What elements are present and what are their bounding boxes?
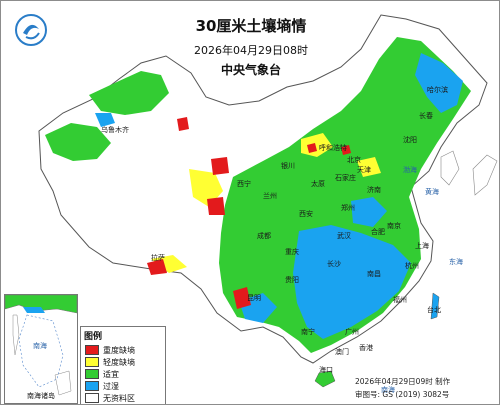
region-wet-south [293, 225, 411, 339]
city-label: 广州 [345, 328, 359, 336]
legend-swatch [85, 393, 99, 403]
city-label: 郑州 [341, 204, 355, 212]
city-label: 武汉 [337, 232, 351, 240]
map-legend: 图例 重度缺墒 轻度缺墒 适宜 过湿 无资料区 [80, 326, 166, 404]
city-label: 北京 [347, 156, 361, 164]
legend-item-severe: 重度缺墒 [85, 344, 165, 356]
cma-logo-icon [14, 13, 48, 47]
city-label: 福州 [393, 296, 407, 304]
legend-item-wet: 过湿 [85, 380, 165, 392]
korea-outline [440, 150, 460, 186]
map-title: 30厘米土壤墒情 [195, 17, 307, 35]
city-label: 太原 [311, 180, 325, 188]
inset-sea-label: 南海 [33, 342, 47, 350]
city-label: 拉萨 [151, 254, 165, 262]
city-label: 长沙 [327, 260, 341, 268]
legend-swatch [85, 369, 99, 379]
city-label: 上海 [415, 242, 429, 250]
region-severe-dry-7 [307, 143, 317, 153]
footer-made: 2026年04月29日09时 制作 [355, 377, 451, 386]
city-label: 台北 [427, 306, 441, 314]
legend-label: 过湿 [103, 381, 119, 391]
sea-label: 南海 [381, 386, 395, 394]
region-light-dry-northwest [189, 169, 223, 207]
region-severe-dry-4 [147, 259, 167, 275]
city-label: 银川 [281, 162, 295, 170]
region-wet-west [95, 113, 115, 127]
city-label: 海口 [319, 366, 333, 374]
region-severe-dry-5 [233, 287, 251, 309]
region-severe-dry-2 [211, 157, 229, 175]
south-china-sea-inset: 南海 南海诸岛 [4, 294, 78, 404]
legend-label: 适宜 [103, 369, 119, 379]
inset-caption: 南海诸岛 [27, 392, 55, 400]
city-label: 澳门 [335, 348, 349, 356]
legend-title: 图例 [84, 332, 103, 342]
legend-item-light: 轻度缺墒 [85, 356, 165, 368]
city-label: 长春 [419, 112, 433, 120]
map-agency: 中央气象台 [220, 63, 281, 77]
city-label: 石家庄 [335, 174, 356, 182]
region-light-dry-east [357, 157, 381, 177]
city-label: 合肥 [371, 228, 385, 236]
legend-swatch [85, 381, 99, 391]
region-wet-center [351, 197, 387, 227]
region-light-dry-tibet [151, 255, 187, 273]
legend-label: 重度缺墒 [103, 345, 135, 355]
sea-label: 渤海 [403, 166, 417, 174]
region-wet-northeast [415, 53, 463, 113]
region-suitable-xinjiang [89, 71, 169, 115]
region-severe-dry-6 [341, 145, 351, 155]
city-label: 沈阳 [403, 136, 417, 144]
japan-outline [472, 154, 498, 196]
legend-swatch [85, 345, 99, 355]
city-label: 西安 [299, 210, 313, 218]
legend-item-nodata: 无资料区 [85, 392, 165, 404]
sea-label: 东海 [449, 258, 463, 266]
legend-label: 无资料区 [103, 393, 135, 403]
region-wet-taiwan [430, 292, 440, 320]
legend-swatch [85, 357, 99, 367]
sea-label: 黄海 [425, 188, 439, 196]
region-severe-dry-1 [177, 117, 189, 131]
city-label: 贵阳 [285, 276, 299, 284]
city-label: 南昌 [367, 270, 381, 278]
footer-approval: 审图号: GS (2019) 3082号 [355, 390, 450, 399]
city-label: 济南 [367, 186, 381, 194]
city-label: 兰州 [263, 192, 277, 200]
map-datetime: 2026年04月29日08时 [194, 44, 308, 57]
city-label: 西宁 [237, 180, 251, 188]
legend-item-suitable: 适宜 [85, 368, 165, 380]
city-label: 乌鲁木齐 [101, 126, 129, 134]
region-wet-hainan [314, 370, 336, 388]
city-label: 哈尔滨 [427, 86, 448, 94]
region-severe-dry-3 [207, 197, 225, 215]
city-label: 昆明 [247, 294, 261, 302]
region-suitable-east [219, 37, 471, 353]
legend-label: 轻度缺墒 [103, 357, 135, 367]
city-label: 重庆 [285, 248, 299, 256]
city-label: 天津 [357, 166, 371, 174]
city-label: 南宁 [301, 328, 315, 336]
city-label: 南京 [387, 222, 401, 230]
region-suitable-west [45, 123, 111, 161]
city-label: 杭州 [405, 262, 419, 270]
city-label: 成都 [257, 232, 271, 240]
city-label: 呼和浩特 [319, 144, 347, 152]
city-label: 香港 [359, 344, 373, 352]
